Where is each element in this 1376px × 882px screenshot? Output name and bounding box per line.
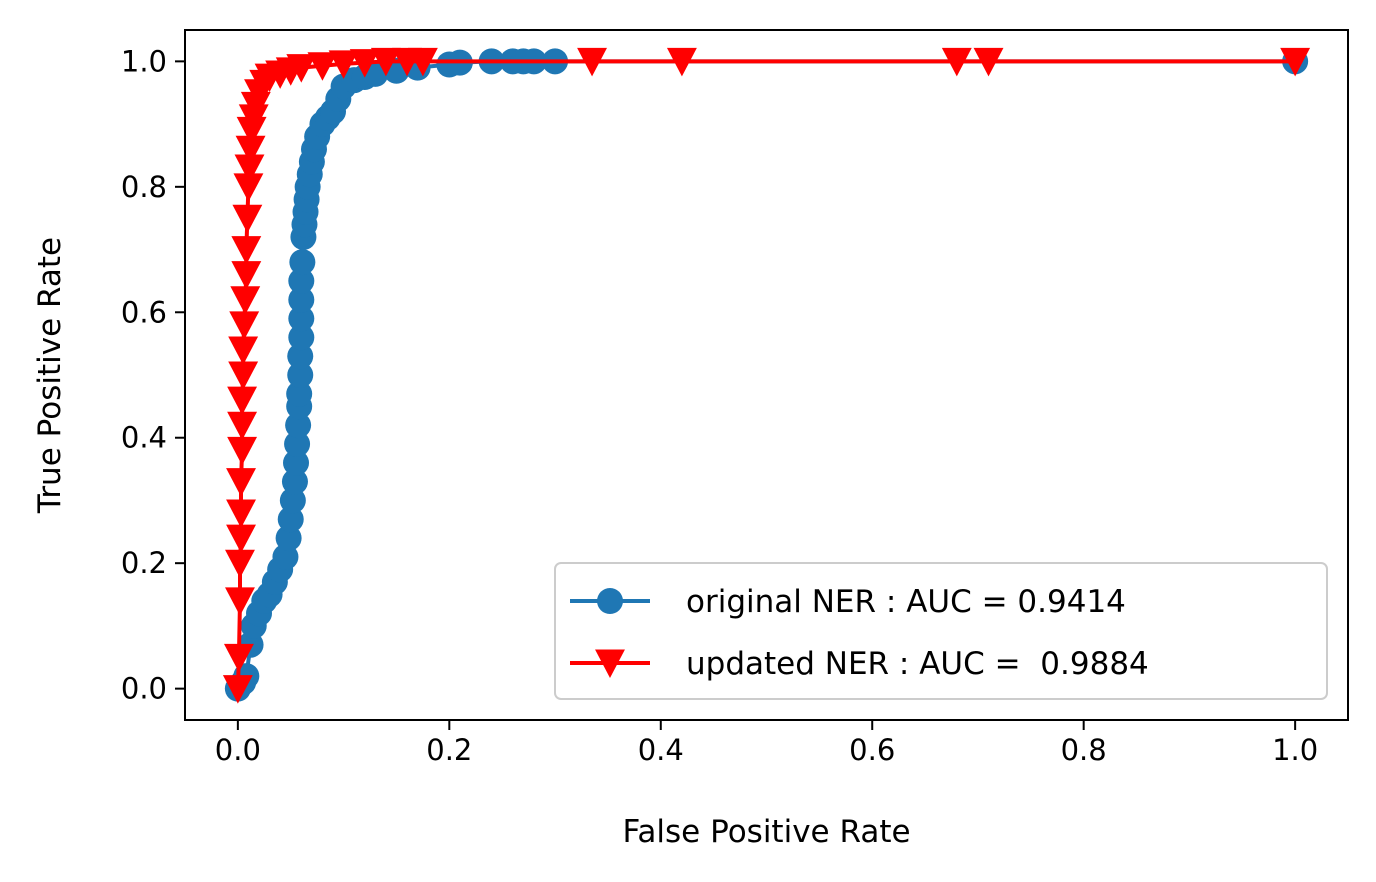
data-point — [234, 154, 265, 183]
legend-marker — [595, 649, 625, 678]
data-point — [1280, 47, 1311, 77]
data-point — [284, 431, 311, 457]
data-point — [228, 361, 259, 390]
data-point — [228, 336, 259, 365]
y-tick-label: 0.8 — [121, 170, 167, 204]
series-updated-ner — [222, 47, 1311, 704]
y-axis-ticks: 0.0 0.2 0.4 0.6 0.8 1.0 — [121, 44, 185, 706]
data-point — [222, 675, 253, 704]
data-point — [289, 249, 316, 276]
data-point — [227, 436, 258, 466]
data-point — [287, 362, 314, 388]
legend-label: original NER : AUC = 0.9414 — [686, 584, 1126, 620]
data-point — [349, 49, 380, 78]
y-tick-label: 1.0 — [121, 44, 167, 78]
x-tick-label: 0.0 — [215, 733, 261, 767]
data-point — [235, 135, 266, 165]
data-point — [227, 411, 258, 441]
y-tick-label: 0.4 — [121, 421, 167, 455]
data-point — [226, 468, 256, 497]
data-point — [283, 449, 310, 476]
data-point — [973, 47, 1004, 77]
data-point — [279, 487, 306, 514]
legend-box — [554, 562, 1328, 700]
data-point — [328, 50, 359, 79]
x-axis-ticks: 0.0 0.2 0.4 0.6 0.8 1.0 — [215, 720, 1318, 767]
data-point — [288, 267, 315, 294]
data-point — [286, 54, 317, 83]
series-original-ner — [224, 48, 1309, 702]
data-point — [287, 343, 314, 370]
legend-label: updated NER : AUC = 0.9884 — [686, 646, 1149, 682]
data-point — [223, 643, 254, 673]
data-point — [941, 47, 972, 77]
x-tick-label: 0.6 — [849, 733, 895, 767]
plot-content — [222, 47, 1311, 704]
data-point — [577, 47, 607, 77]
data-point — [236, 116, 267, 146]
legend-marker — [597, 588, 623, 614]
data-point — [277, 506, 304, 533]
data-point — [231, 261, 262, 290]
data-point — [226, 499, 256, 528]
data-point — [227, 386, 258, 416]
data-point — [232, 204, 263, 234]
data-point — [275, 525, 302, 552]
data-point — [370, 47, 401, 77]
data-point — [285, 412, 312, 439]
data-point — [230, 286, 261, 315]
data-point — [288, 305, 315, 332]
data-point — [281, 468, 308, 495]
y-axis-label: True Positive Rate — [32, 237, 68, 514]
data-point — [288, 286, 315, 313]
data-point — [233, 173, 264, 202]
legend: original NER : AUC = 0.9414 updated NER :… — [554, 562, 1328, 700]
data-point — [288, 324, 315, 351]
data-point — [666, 47, 697, 77]
y-tick-label: 0.6 — [121, 295, 167, 329]
plot-frame — [184, 29, 1349, 721]
data-point — [238, 104, 269, 133]
data-point — [307, 52, 338, 81]
x-axis-label: False Positive Rate — [622, 814, 910, 850]
y-tick-label: 0.0 — [121, 672, 167, 706]
data-point — [225, 549, 255, 579]
data-point — [231, 236, 262, 265]
data-point — [229, 311, 260, 340]
data-point — [286, 380, 313, 407]
data-point — [226, 524, 256, 554]
x-tick-label: 0.8 — [1061, 733, 1107, 767]
data-point — [225, 587, 255, 616]
y-tick-label: 0.2 — [121, 546, 167, 580]
x-tick-label: 0.4 — [638, 733, 684, 767]
data-point — [407, 47, 438, 77]
x-tick-label: 1.0 — [1272, 733, 1318, 767]
x-tick-label: 0.2 — [426, 733, 472, 767]
